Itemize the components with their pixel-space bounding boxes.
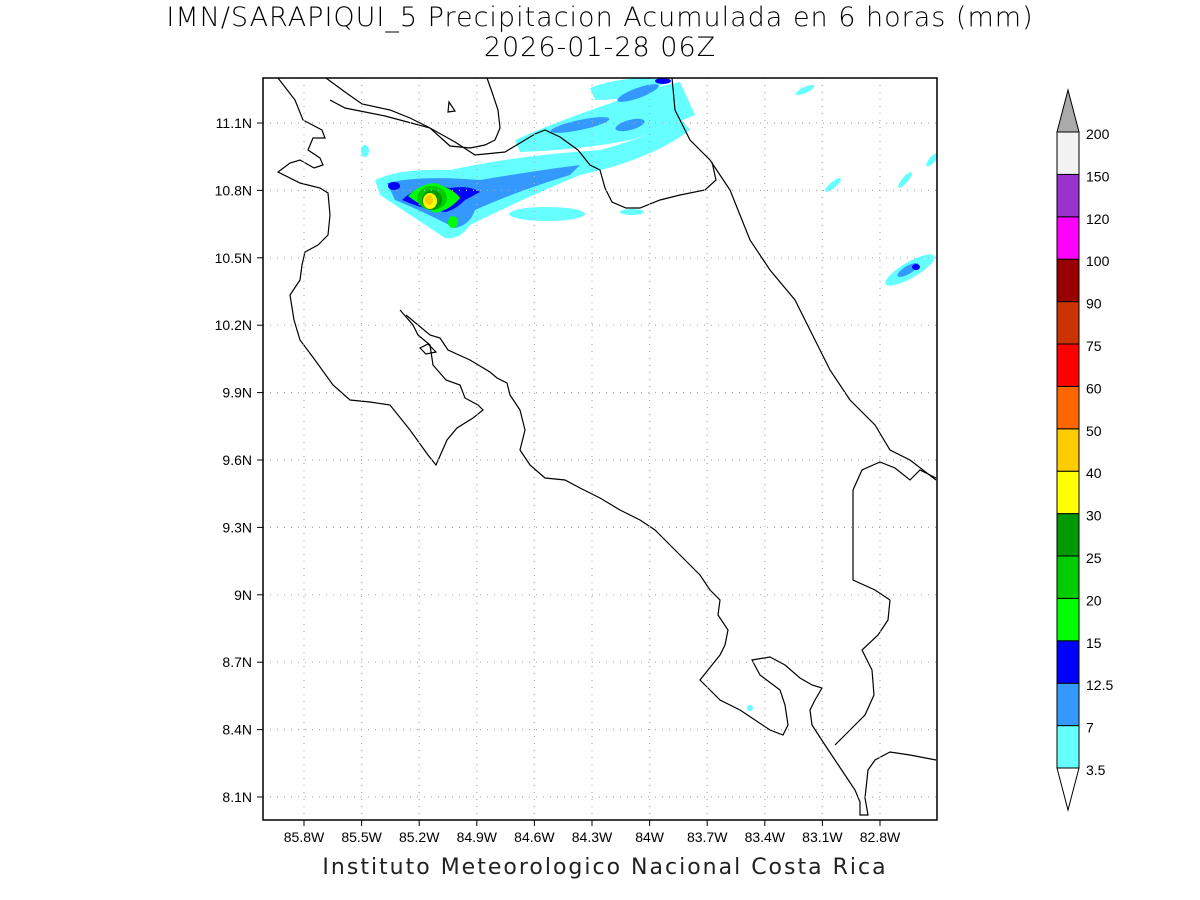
coastlines [276,78,937,816]
precip-3.5 [795,84,815,96]
colorbar-swatch [1056,216,1080,260]
colorbar-under-arrow [1056,767,1080,812]
lat-label: 11.1N [216,115,252,131]
colorbar-level-label: 3.5 [1086,762,1106,778]
colorbar-level-label: 50 [1086,423,1102,439]
colorbar-swatch [1056,513,1080,557]
map-title: IMN/SARAPIQUI_5 Precipitacion Acumulada … [166,2,1034,33]
map-subtitle-date: 2026-01-28 06Z [483,32,717,63]
colorbar-swatch [1056,173,1080,218]
island [447,100,457,113]
colorbar-swatch [1056,258,1080,303]
colorbar-swatch [1056,385,1080,430]
island [418,343,438,355]
precip-7 [615,118,645,132]
precip-12.5 [655,78,671,84]
lon-label: 84.9W [457,829,498,845]
lon-label: 82.8W [860,829,901,845]
colorbar-level-label: 200 [1086,126,1110,142]
lat-label: 8.4N [222,722,252,738]
colorbar-level-label: 100 [1086,253,1110,269]
footer-credit: Instituto Meteorologico Nacional Costa R… [322,855,888,880]
lat-label: 8.7N [222,654,252,670]
colorbar-level-label: 60 [1086,380,1102,396]
lon-label: 85.5W [341,829,382,845]
colorbar-level-label: 40 [1086,465,1102,481]
precip-3.5 [509,207,585,221]
lat-label: 9N [234,587,252,603]
colorbar-swatch [1056,640,1080,684]
lon-label: 83.4W [745,829,786,845]
lat-label: 9.9N [222,385,252,401]
colorbar-level-label: 12.5 [1086,677,1113,693]
colorbar-swatch [1056,682,1080,727]
pacific-coast [276,78,484,467]
colorbar-swatch [1056,343,1080,387]
lon-label: 84W [635,829,665,845]
lat-label: 10.8N [215,182,252,198]
lat-label: 9.3N [222,519,252,535]
colorbar-swatch [1056,428,1080,472]
precip-7 [550,117,610,133]
colorbar-level-label: 150 [1086,168,1110,184]
precip-15 [448,216,458,228]
lake-nicaragua-shore [325,78,501,149]
colorbar-level-label: 90 [1086,296,1102,312]
lat-label: 9.6N [222,452,252,468]
colorbar-swatch [1056,597,1080,642]
lat-label: 8.1N [222,789,252,805]
lon-label: 85.8W [284,829,325,845]
caribbean-coast [671,78,937,481]
lon-label: 84.3W [572,829,613,845]
lon-label: 83.1W [802,829,843,845]
precip-3.5 [620,209,644,215]
colorbar-level-label: 25 [1086,550,1102,566]
colorbar-level-label: 7 [1086,720,1094,736]
lon-label: 83.7W [687,829,728,845]
precip-3.5 [825,178,841,192]
colorbar-level-label: 30 [1086,508,1102,524]
colorbar-level-label: 15 [1086,635,1102,651]
precip-3.5 [898,172,912,188]
lat-label: 10.2N [215,317,252,333]
precip-3.5 [361,145,369,157]
map-frame [262,77,938,821]
precip-40 [425,195,433,205]
colorbar-level-label: 120 [1086,211,1110,227]
colorbar-swatch [1056,301,1080,345]
colorbar-legend: 3.5 7 12.5 15 20 25 30 40 50 60 75 90 100 120 150 200 [1056,88,1113,812]
panama-border [834,490,891,746]
colorbar-swatch [1056,470,1080,515]
precip-3.5 [590,78,670,100]
precip-12.5 [912,264,920,270]
gridlines [263,78,937,820]
precip-12.5 [388,182,400,190]
colorbar-level-label: 75 [1086,338,1102,354]
colorbar-swatch [1056,555,1080,599]
precip-3.5 [926,153,937,167]
precip-3.5 [747,705,753,711]
precip-7 [617,84,659,102]
bocas-coast [852,461,937,491]
colorbar-swatch [1056,131,1080,175]
precip-field [361,78,937,711]
gulf-coast [405,314,937,816]
colorbar-swatch [1056,725,1080,769]
lon-label: 84.6W [514,829,555,845]
colorbar-over-arrow [1056,88,1080,133]
lon-label: 85.2W [399,829,440,845]
colorbar-level-label: 20 [1086,592,1102,608]
nicaragua-border [329,99,717,209]
lat-label: 10.5N [215,250,252,266]
